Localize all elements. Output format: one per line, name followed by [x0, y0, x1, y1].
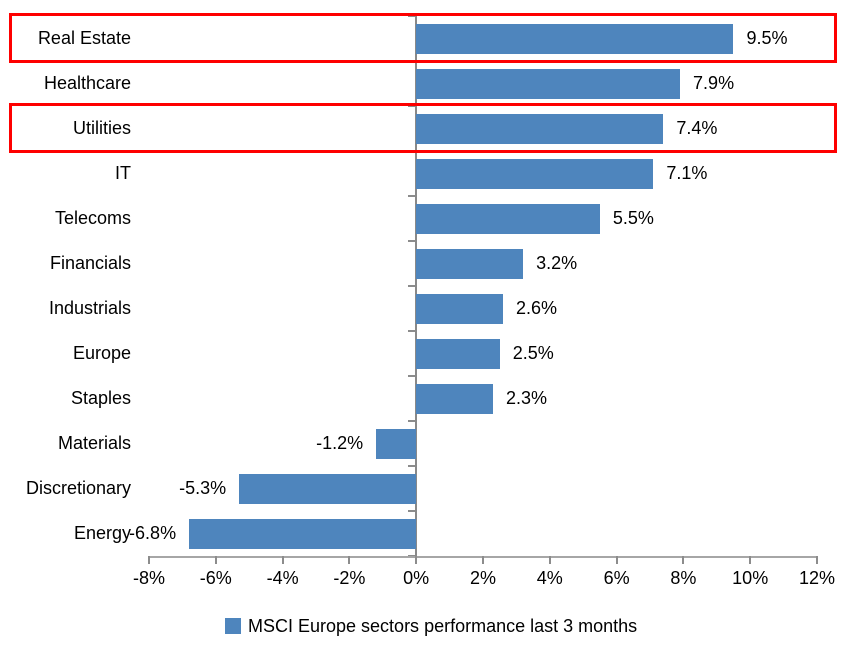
value-label: -1.2%	[316, 433, 364, 453]
legend: MSCI Europe sectors performance last 3 m…	[225, 610, 637, 642]
category-axis-tick	[408, 105, 417, 107]
x-tick-label: 12%	[798, 568, 836, 588]
category-label: Staples	[70, 388, 131, 408]
x-tick-label: -8%	[132, 568, 165, 588]
bar	[239, 473, 417, 504]
highlight-box	[9, 103, 837, 153]
category-axis-tick	[408, 240, 417, 242]
value-axis-tick	[749, 556, 752, 564]
category-label: Discretionary	[25, 478, 131, 498]
value-label: 9.5%	[746, 28, 788, 48]
category-label: Energy	[73, 523, 131, 543]
value-label: -6.8%	[129, 523, 177, 543]
value-axis-tick	[615, 556, 618, 564]
category-label: Industrials	[48, 298, 131, 318]
category-label: Europe	[72, 343, 131, 363]
bar	[416, 338, 500, 369]
category-label: Healthcare	[43, 73, 131, 93]
category-label: Real Estate	[37, 28, 131, 48]
category-axis-line	[415, 16, 418, 556]
x-tick-label: 6%	[603, 568, 630, 588]
value-axis-tick	[214, 556, 217, 564]
value-axis-tick	[482, 556, 484, 564]
value-axis-tick	[548, 556, 551, 564]
category-label: IT	[115, 163, 131, 183]
bar	[189, 518, 417, 549]
bar	[416, 68, 681, 99]
category-label: Telecoms	[54, 208, 131, 228]
value-label: 3.2%	[536, 253, 578, 273]
category-label: Materials	[57, 433, 131, 453]
x-tick-label: 8%	[670, 568, 697, 588]
category-label: Utilities	[72, 118, 131, 138]
value-label: 5.5%	[612, 208, 654, 228]
value-axis-tick	[816, 556, 818, 564]
value-axis-tick	[348, 556, 351, 564]
value-axis-tick	[281, 556, 284, 564]
legend-swatch-icon	[225, 618, 241, 634]
value-label: 7.1%	[666, 163, 708, 183]
value-label: 7.4%	[676, 118, 718, 138]
value-label: 2.5%	[512, 343, 554, 363]
category-axis-tick	[408, 285, 417, 287]
value-axis-tick	[148, 556, 150, 564]
bar	[416, 383, 493, 414]
bar	[376, 428, 417, 459]
x-tick-label: 10%	[732, 568, 769, 588]
value-label: 2.6%	[516, 298, 558, 318]
x-tick-label: 2%	[469, 568, 496, 588]
bar	[416, 248, 524, 279]
legend-label: MSCI Europe sectors performance last 3 m…	[248, 615, 638, 636]
x-tick-label: -2%	[333, 568, 366, 588]
value-label: 7.9%	[693, 73, 735, 93]
highlight-box	[9, 13, 837, 63]
category-axis-tick	[408, 465, 417, 467]
value-axis-tick	[415, 556, 418, 564]
category-axis-tick	[408, 510, 417, 512]
bar	[416, 158, 654, 189]
bar	[416, 23, 734, 54]
value-label: -5.3%	[179, 478, 227, 498]
category-label: Financials	[49, 253, 131, 273]
bar	[416, 203, 600, 234]
x-tick-label: -4%	[266, 568, 299, 588]
value-label: 2.3%	[506, 388, 548, 408]
bar	[416, 293, 504, 324]
value-axis-tick	[682, 556, 685, 564]
category-axis-tick	[408, 15, 417, 17]
bar	[416, 113, 664, 144]
x-tick-label: -6%	[199, 568, 232, 588]
x-tick-label: 4%	[536, 568, 563, 588]
category-axis-tick	[408, 195, 417, 197]
x-tick-label: 0%	[403, 568, 430, 588]
category-axis-tick	[408, 420, 417, 422]
category-axis-tick	[408, 375, 417, 377]
category-axis-tick	[408, 330, 417, 332]
